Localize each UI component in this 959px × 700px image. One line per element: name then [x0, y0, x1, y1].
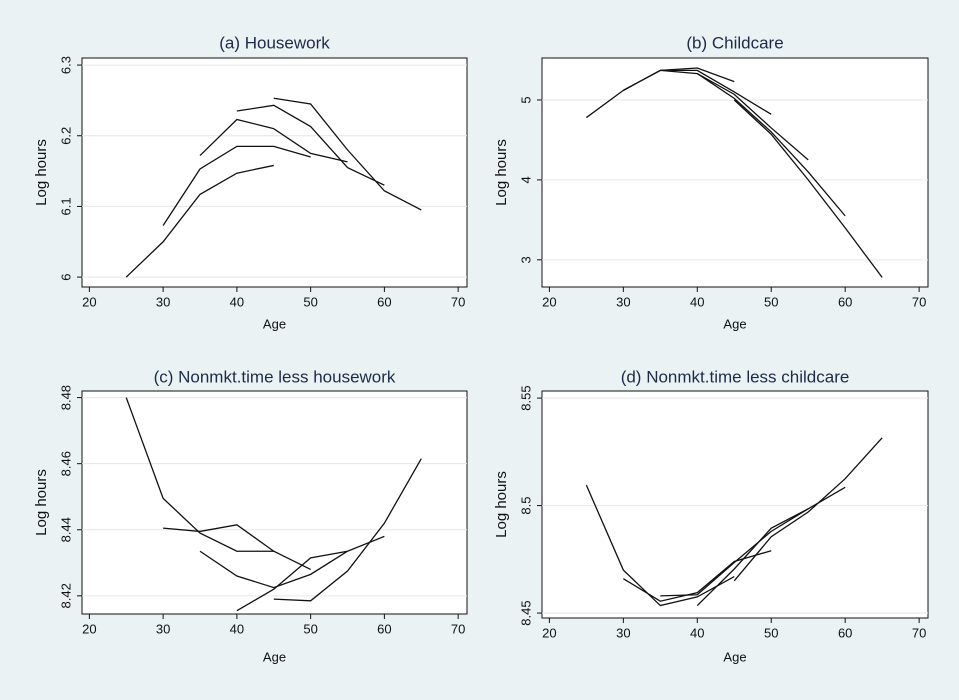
- series-line: [696, 73, 846, 217]
- series-line: [199, 118, 348, 163]
- y-tick-label: 4: [518, 176, 533, 183]
- x-tick-label: 50: [764, 294, 778, 309]
- series-line: [162, 145, 311, 226]
- chart-title: (a) Housework: [219, 33, 330, 52]
- chart-title: (d) Nonmkt.time less childcare: [621, 367, 850, 386]
- x-tick-label: 30: [156, 294, 170, 309]
- series-line: [125, 164, 274, 278]
- y-axis-label: Log hours: [33, 469, 50, 536]
- x-axis-label: Age: [263, 316, 286, 331]
- y-tick-label: 8.45: [518, 600, 533, 625]
- x-tick-label: 50: [303, 621, 317, 636]
- series-line: [623, 69, 772, 115]
- x-tick-label: 30: [616, 294, 630, 309]
- series-line: [623, 550, 772, 602]
- y-tick-label: 6.3: [58, 56, 73, 74]
- y-tick-label: 8.44: [58, 517, 73, 542]
- series-line: [273, 458, 422, 602]
- y-tick-label: 6.1: [58, 197, 73, 215]
- x-tick-label: 60: [377, 621, 391, 636]
- plot-area: [81, 390, 468, 615]
- x-tick-label: 20: [82, 294, 96, 309]
- series-line: [199, 550, 348, 589]
- y-tick-label: 6.2: [58, 127, 73, 145]
- x-tick-label: 70: [912, 625, 926, 640]
- plot-area: [541, 390, 929, 619]
- series-line: [273, 97, 422, 211]
- y-tick-label: 8.55: [518, 385, 533, 410]
- y-tick-label: 6: [58, 273, 73, 280]
- x-tick-label: 60: [838, 625, 852, 640]
- x-tick-label: 30: [616, 625, 630, 640]
- x-axis-label: Age: [263, 649, 286, 664]
- series-line: [733, 99, 883, 278]
- y-axis-label: Log hours: [493, 139, 510, 206]
- x-tick-label: 60: [838, 294, 852, 309]
- series-line: [660, 508, 809, 597]
- y-tick-label: 8.42: [58, 583, 73, 608]
- x-tick-label: 30: [156, 621, 170, 636]
- y-axis-label: Log hours: [33, 139, 50, 206]
- x-tick-label: 20: [542, 294, 556, 309]
- plot-area: [81, 57, 468, 288]
- y-tick-label: 8.48: [58, 385, 73, 410]
- x-tick-label: 40: [230, 294, 244, 309]
- chart-title: (b) Childcare: [686, 33, 783, 52]
- x-tick-label: 70: [912, 294, 926, 309]
- x-tick-label: 60: [377, 294, 391, 309]
- series-line: [163, 524, 311, 570]
- series-line: [125, 397, 274, 552]
- series-line: [733, 437, 883, 582]
- y-axis-label: Log hours: [493, 471, 510, 538]
- series-line: [585, 484, 735, 607]
- series-line: [236, 104, 385, 186]
- y-tick-label: 8.46: [58, 451, 73, 476]
- x-axis-label: Age: [723, 316, 746, 331]
- y-tick-label: 8.5: [518, 497, 533, 515]
- y-tick-label: 5: [518, 96, 533, 103]
- x-tick-label: 50: [764, 625, 778, 640]
- x-tick-label: 20: [82, 621, 96, 636]
- series-line: [660, 69, 809, 161]
- x-tick-label: 40: [230, 621, 244, 636]
- x-tick-label: 70: [451, 621, 465, 636]
- y-tick-label: 3: [518, 256, 533, 263]
- x-tick-label: 70: [451, 294, 465, 309]
- chart-title: (c) Nonmkt.time less housework: [154, 367, 396, 386]
- plot-area: [541, 57, 929, 288]
- x-tick-label: 40: [690, 294, 704, 309]
- x-tick-label: 40: [690, 625, 704, 640]
- series-line: [236, 535, 385, 612]
- x-axis-label: Age: [723, 649, 746, 664]
- x-tick-label: 50: [303, 294, 317, 309]
- x-tick-label: 20: [542, 625, 556, 640]
